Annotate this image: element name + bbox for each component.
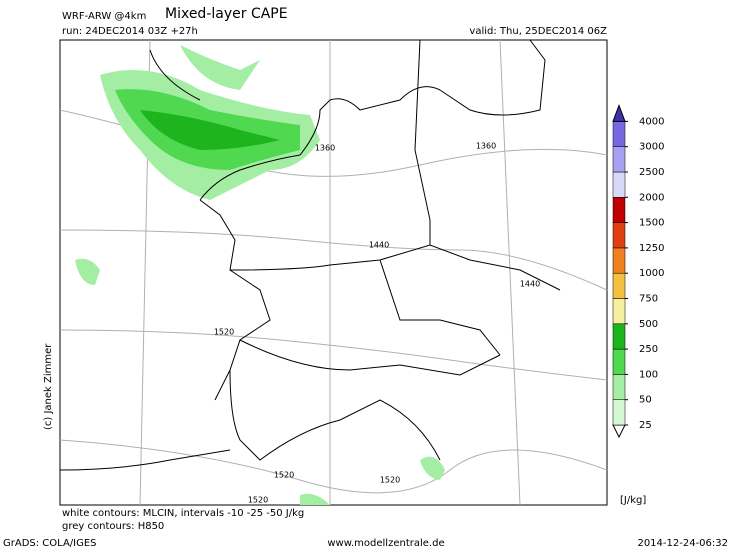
colorbar-label: 1000 [639, 268, 664, 279]
contour-labels: 1360 1360 1440 1440 1520 1520 1520 1520 [214, 142, 540, 505]
contour-label: 1440 [520, 280, 540, 289]
colorbar-lower-arrow [612, 424, 626, 439]
colorbar-segment [612, 146, 626, 173]
colorbar-segment [612, 222, 626, 249]
colorbar-segment [612, 399, 626, 426]
colorbar-label: 500 [639, 319, 658, 330]
colorbar-label: 750 [639, 294, 658, 305]
colorbar-label: 3000 [639, 142, 664, 153]
footer-timestamp: 2014-12-24-06:32 [637, 538, 728, 549]
colorbar-upper-arrow [612, 103, 626, 122]
title: Mixed-layer CAPE [165, 6, 288, 22]
colorbar-label: 2500 [639, 167, 664, 178]
borders [59, 39, 561, 471]
colorbar-segment [612, 272, 626, 299]
map-area: 1360 1360 1440 1440 1520 1520 1520 1520 (c) Jan… [43, 39, 608, 506]
contour-label: 1360 [476, 142, 496, 151]
footer-software: GrADS: COLA/IGES [3, 538, 97, 549]
colorbar-segment [612, 298, 626, 325]
colorbar-label: 50 [639, 395, 652, 406]
colorbar-label: 250 [639, 344, 658, 355]
contour-label: 1440 [369, 241, 389, 250]
colorbar-segment [612, 323, 626, 350]
copyright: (c) Janek Zimmer [43, 343, 54, 430]
colorbar-label: 4000 [639, 116, 664, 127]
colorbar-segment [612, 247, 626, 274]
run-label: run: 24DEC2014 03Z +27h [62, 26, 198, 37]
colorbar-unit: [J/kg] [620, 495, 646, 506]
colorbar-segment [612, 374, 626, 400]
colorbar-label: 2000 [639, 192, 664, 203]
colorbar-label: 100 [639, 369, 658, 380]
cape-area [75, 45, 445, 505]
model-label: WRF-ARW @4km [62, 11, 146, 22]
contour-label: 1520 [274, 471, 294, 480]
valid-label: valid: Thu, 25DEC2014 06Z [469, 26, 607, 37]
colorbar-label: 1250 [639, 243, 664, 254]
contour-label: 1520 [214, 328, 234, 337]
colorbar-label: 25 [639, 420, 652, 431]
colorbar-segment [612, 348, 626, 375]
legend-grey: grey contours: H850 [62, 521, 164, 532]
contour-label: 1360 [315, 144, 335, 153]
contour-label: 1520 [248, 496, 268, 505]
legend-white: white contours: MLCIN, intervals -10 -25… [62, 508, 304, 519]
colorbar-segment [612, 197, 626, 223]
colorbar-segment [612, 121, 626, 147]
colorbar-segment [612, 171, 626, 198]
contour-label: 1520 [380, 476, 400, 485]
footer-site: www.modellzentrale.de [327, 538, 444, 549]
colorbar-label: 1500 [639, 218, 664, 229]
colorbar: 25 50 100 250 500 750 1000 1250 1500 2000 2500 3000… [612, 103, 664, 439]
